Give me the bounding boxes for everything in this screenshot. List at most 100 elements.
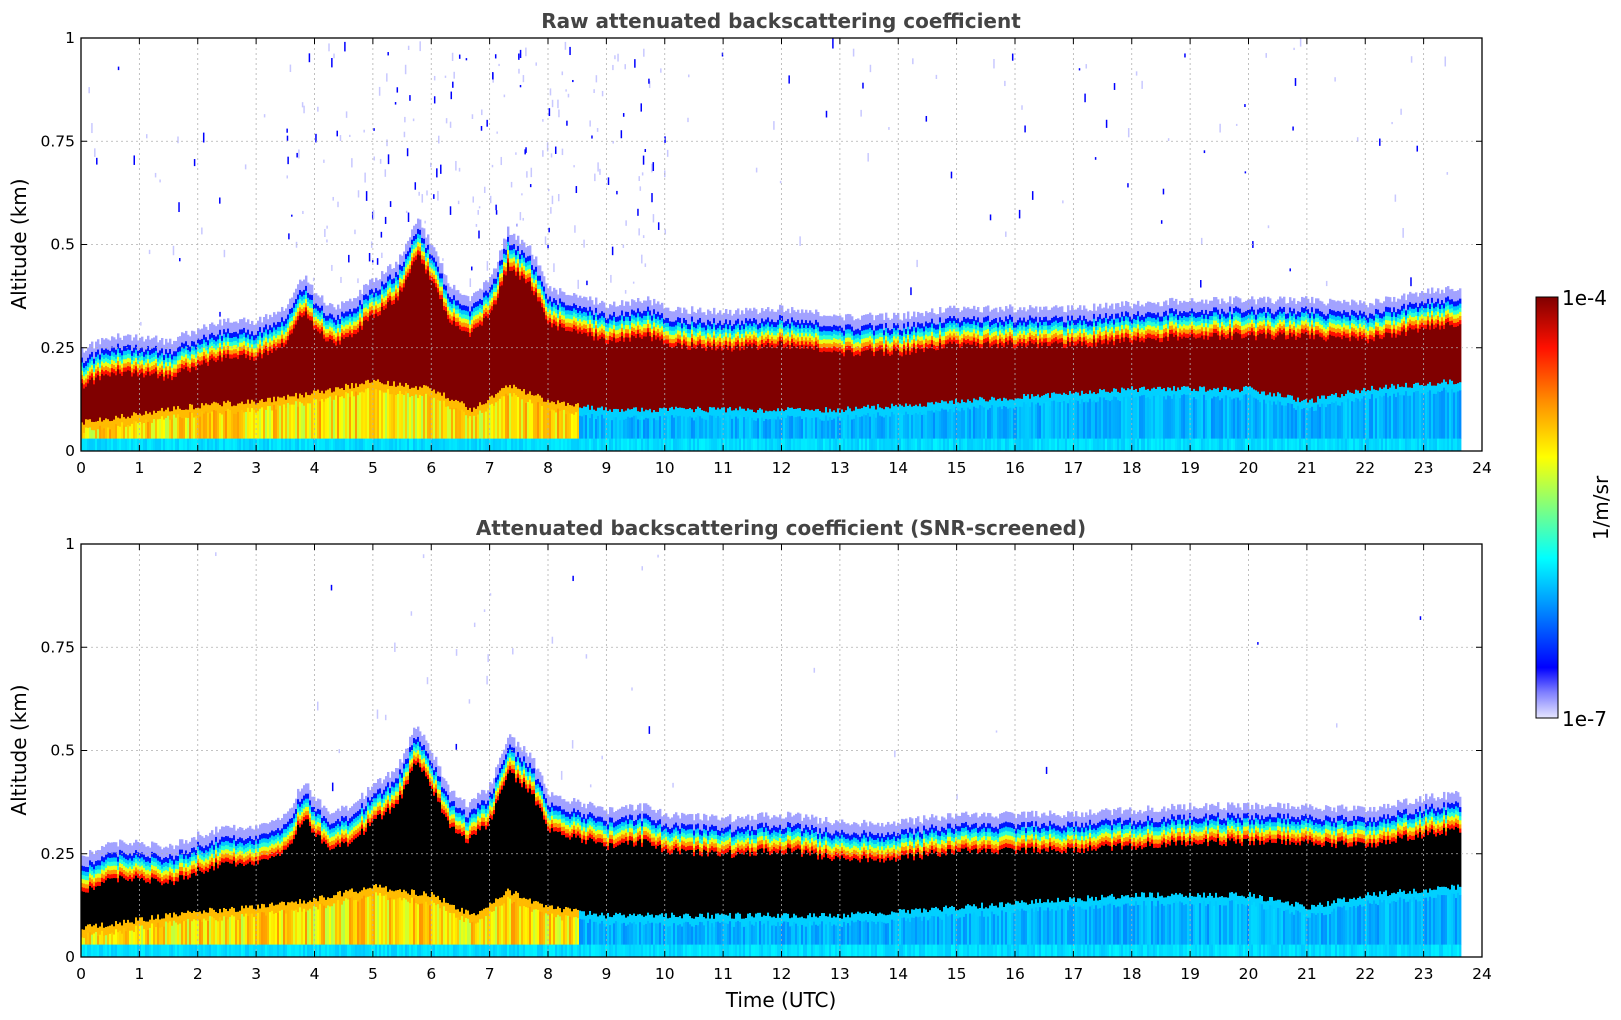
heatmap-cell: [395, 293, 398, 299]
heatmap-cell: [723, 328, 726, 333]
heatmap-cell: [451, 288, 454, 300]
heatmap-cell: [383, 438, 386, 451]
heatmap-cell: [375, 305, 378, 310]
heatmap-cell: [445, 302, 448, 308]
heatmap-cell: [249, 343, 252, 348]
heatmap-cell: [603, 334, 606, 339]
heatmap-cell: [279, 343, 282, 349]
heatmap-cell: [579, 327, 582, 332]
heatmap-cell: [483, 318, 486, 405]
heatmap-cell: [469, 332, 472, 338]
heatmap-cell: [719, 337, 722, 343]
heatmap-cell: [85, 374, 88, 379]
heatmap-cell: [721, 346, 724, 351]
heatmap-cell: [635, 317, 638, 322]
heatmap-cell: [487, 400, 490, 409]
heatmap-cell: [669, 334, 672, 340]
heatmap-cell: [249, 351, 252, 357]
heatmap-cell: [587, 438, 590, 451]
heatmap-cell: [599, 338, 602, 409]
heatmap-cell: [227, 345, 230, 351]
heatmap-cell: [553, 410, 556, 440]
heatmap-cell: [515, 259, 518, 264]
heatmap-cell: [519, 397, 522, 440]
heatmap-cell: [697, 332, 700, 338]
heatmap-cell: [199, 344, 202, 350]
heatmap-cell: [101, 337, 104, 349]
heatmap-cell: [227, 318, 230, 330]
heatmap-cell: [383, 392, 386, 440]
heatmap-cell: [675, 345, 678, 408]
heatmap-cell: [167, 378, 170, 408]
heatmap-cell: [501, 259, 504, 266]
heatmap-cell: [189, 346, 192, 352]
heatmap-cell: [379, 279, 382, 290]
heatmap-cell: [467, 306, 470, 312]
heatmap-cell: [521, 263, 524, 268]
heatmap-cell: [527, 273, 530, 279]
heatmap-cell: [509, 245, 512, 251]
heatmap-cell: [527, 277, 530, 283]
heatmap-cell: [537, 275, 540, 282]
heatmap-cell: [345, 332, 348, 338]
heatmap-cell: [509, 270, 512, 386]
heatmap-cell: [595, 312, 598, 318]
heatmap-cell: [207, 349, 210, 354]
heatmap-cell: [387, 289, 390, 295]
heatmap-cell: [363, 312, 366, 318]
heatmap-cell: [107, 419, 110, 428]
heatmap-cell: [307, 403, 310, 440]
heatmap-cell: [691, 417, 694, 440]
heatmap-cell: [471, 315, 474, 321]
heatmap-cell: [623, 341, 626, 412]
heatmap-cell: [317, 319, 320, 324]
heatmap-cell: [569, 322, 572, 328]
heatmap-cell: [525, 257, 528, 263]
heatmap-cell: [719, 342, 722, 347]
heatmap-cell: [125, 367, 128, 373]
heatmap-cell: [607, 419, 610, 440]
heatmap-cell: [653, 314, 656, 319]
heatmap-cell: [125, 359, 128, 364]
heatmap-cell: [605, 322, 608, 328]
heatmap-cell: [707, 438, 710, 451]
heatmap-cell: [699, 322, 702, 328]
heatmap-cell: [601, 328, 604, 334]
heatmap-cell: [93, 371, 96, 377]
heatmap-cell: [631, 417, 634, 440]
heatmap-cell: [293, 438, 296, 451]
heatmap-cell: [647, 319, 650, 325]
heatmap-cell: [461, 314, 464, 319]
heatmap-cell: [249, 438, 252, 451]
heatmap-cell: [649, 300, 652, 311]
heatmap-cell: [119, 337, 122, 349]
heatmap-cell: [267, 346, 270, 352]
heatmap-cell: [485, 295, 488, 301]
heatmap-cell: [679, 343, 682, 408]
heatmap-cell: [539, 265, 542, 277]
heatmap-cell: [429, 438, 432, 451]
heatmap-cell: [477, 301, 480, 307]
heatmap-cell: [157, 352, 160, 359]
heatmap-cell: [401, 438, 404, 451]
heatmap-cell: [541, 271, 544, 283]
heatmap-cell: [407, 268, 410, 274]
heatmap-cell: [675, 337, 678, 343]
heatmap-cell: [169, 419, 172, 440]
heatmap-cell: [309, 294, 312, 301]
heatmap-cell: [503, 387, 506, 397]
heatmap-cell: [209, 438, 212, 451]
heatmap-cell: [409, 273, 412, 390]
heatmap-cell: [601, 336, 604, 407]
heatmap-cell: [663, 308, 666, 320]
heatmap-cell: [159, 371, 162, 377]
heatmap-cell: [585, 316, 588, 322]
heatmap-cell: [259, 348, 262, 354]
heatmap-cell: [637, 317, 640, 322]
heatmap-cell: [381, 383, 384, 392]
heatmap-cell: [725, 328, 728, 333]
heatmap-cell: [591, 319, 594, 325]
heatmap-cell: [229, 332, 232, 339]
heatmap-cell: [607, 438, 610, 451]
heatmap-cell: [237, 342, 240, 348]
